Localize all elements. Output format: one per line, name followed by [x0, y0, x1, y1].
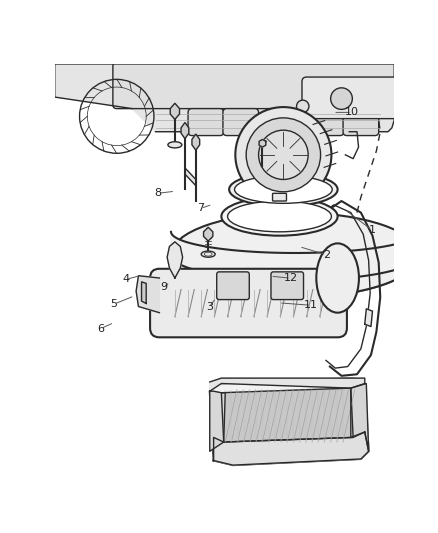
Text: 12: 12 [284, 273, 298, 283]
Text: 7: 7 [197, 204, 204, 213]
Circle shape [297, 100, 309, 112]
Polygon shape [210, 378, 369, 465]
Text: 10: 10 [345, 107, 359, 117]
FancyBboxPatch shape [217, 272, 249, 300]
Polygon shape [204, 227, 213, 241]
FancyBboxPatch shape [150, 269, 347, 337]
Polygon shape [170, 103, 180, 119]
Text: 8: 8 [155, 188, 162, 198]
Polygon shape [218, 74, 374, 107]
FancyBboxPatch shape [113, 62, 396, 109]
Text: 1: 1 [369, 225, 376, 235]
Text: 9: 9 [160, 282, 167, 292]
Polygon shape [171, 255, 419, 280]
Polygon shape [167, 242, 183, 278]
Text: 11: 11 [304, 300, 318, 310]
Ellipse shape [168, 142, 182, 148]
Polygon shape [210, 391, 225, 451]
Circle shape [331, 88, 352, 109]
Polygon shape [55, 64, 394, 132]
Ellipse shape [228, 201, 332, 232]
FancyBboxPatch shape [223, 109, 258, 135]
FancyBboxPatch shape [272, 193, 286, 201]
Circle shape [246, 118, 321, 192]
Polygon shape [185, 168, 196, 185]
Circle shape [235, 107, 332, 203]
FancyBboxPatch shape [308, 109, 344, 135]
Polygon shape [181, 123, 189, 139]
FancyBboxPatch shape [302, 77, 398, 119]
Ellipse shape [201, 251, 215, 257]
Text: 5: 5 [111, 299, 118, 309]
Text: 2: 2 [323, 250, 330, 260]
Polygon shape [171, 232, 419, 297]
FancyBboxPatch shape [188, 109, 224, 135]
Polygon shape [136, 276, 159, 313]
Polygon shape [214, 432, 369, 465]
FancyBboxPatch shape [265, 109, 301, 135]
Polygon shape [192, 134, 200, 150]
Text: 3: 3 [206, 302, 213, 312]
Polygon shape [221, 388, 353, 442]
Polygon shape [351, 384, 369, 451]
Polygon shape [365, 309, 372, 327]
Polygon shape [141, 282, 146, 303]
Ellipse shape [316, 244, 359, 313]
Ellipse shape [171, 213, 419, 297]
Polygon shape [259, 140, 266, 147]
Ellipse shape [221, 197, 338, 236]
Ellipse shape [229, 173, 338, 206]
Text: 4: 4 [123, 274, 130, 285]
Polygon shape [210, 378, 365, 391]
Ellipse shape [235, 175, 332, 203]
Circle shape [258, 130, 308, 180]
FancyBboxPatch shape [343, 109, 379, 135]
Text: 6: 6 [97, 324, 104, 334]
FancyBboxPatch shape [271, 272, 304, 300]
